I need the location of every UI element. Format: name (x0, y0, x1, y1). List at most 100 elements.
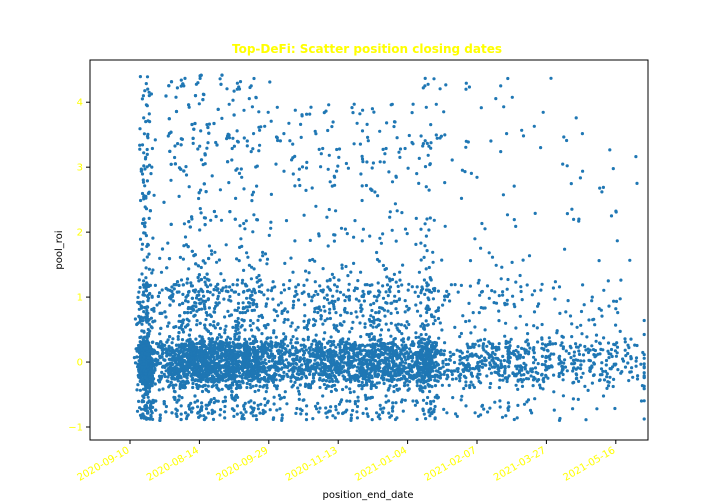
scatter-point (181, 328, 185, 332)
scatter-point (352, 261, 356, 265)
scatter-point (198, 207, 202, 211)
scatter-points (132, 73, 646, 422)
scatter-point (241, 278, 245, 282)
scatter-point (362, 372, 366, 376)
scatter-point (152, 371, 156, 375)
scatter-point (328, 316, 332, 321)
scatter-point (361, 314, 365, 318)
scatter-point (143, 205, 147, 209)
scatter-point (376, 348, 380, 352)
scatter-point (261, 369, 265, 373)
scatter-point (142, 369, 146, 373)
scatter-point (230, 396, 234, 400)
scatter-point (197, 102, 201, 106)
scatter-point (322, 337, 326, 341)
scatter-point (207, 122, 211, 126)
scatter-point (232, 290, 236, 294)
scatter-point (363, 283, 367, 287)
scatter-point (218, 77, 222, 81)
scatter-point (356, 355, 360, 359)
scatter-point (188, 225, 192, 229)
scatter-point (368, 234, 372, 238)
scatter-point (185, 277, 190, 281)
scatter-point (257, 388, 261, 392)
scatter-point (337, 402, 341, 406)
scatter-point (184, 173, 189, 177)
scatter-point (280, 413, 284, 417)
scatter-point (348, 399, 352, 403)
scatter-point (342, 370, 346, 374)
scatter-point (186, 245, 190, 249)
scatter-point (254, 414, 258, 418)
scatter-point (249, 359, 253, 363)
scatter-point (291, 172, 295, 176)
scatter-point (378, 403, 382, 407)
scatter-point (334, 379, 338, 383)
scatter-point (179, 167, 183, 171)
scatter-point (283, 307, 287, 311)
scatter-point (362, 383, 366, 387)
scatter-point (271, 297, 275, 301)
scatter-point (225, 352, 230, 356)
scatter-point (181, 292, 185, 296)
scatter-point (142, 329, 146, 333)
scatter-point (257, 273, 261, 278)
scatter-point (147, 383, 151, 388)
scatter-point (164, 315, 168, 319)
scatter-point (300, 114, 304, 118)
scatter-point (138, 369, 142, 373)
scatter-point (342, 308, 347, 312)
scatter-point (294, 289, 298, 293)
scatter-point (265, 262, 269, 266)
scatter-point (153, 349, 157, 353)
scatter-point (339, 226, 344, 230)
scatter-point (289, 338, 293, 342)
scatter-point (177, 331, 181, 335)
scatter-point (297, 389, 301, 393)
scatter-point (347, 282, 351, 286)
scatter-point (141, 178, 145, 182)
scatter-point (209, 249, 214, 253)
scatter-point (314, 333, 318, 337)
scatter-point (272, 308, 276, 312)
scatter-point (202, 294, 206, 298)
scatter-point (198, 321, 202, 325)
scatter-point (194, 305, 198, 309)
scatter-point (274, 135, 279, 139)
scatter-point (287, 121, 291, 125)
scatter-point (236, 306, 241, 310)
scatter-point (305, 112, 309, 116)
scatter-point (255, 374, 259, 378)
scatter-point (166, 134, 170, 138)
scatter-point (147, 94, 151, 98)
scatter-point (248, 301, 252, 305)
scatter-point (286, 374, 290, 379)
scatter-point (334, 345, 338, 349)
scatter-point (293, 380, 297, 384)
scatter-point (282, 132, 286, 136)
scatter-point (166, 324, 170, 328)
scatter-point (145, 255, 149, 259)
scatter-point (205, 351, 209, 355)
scatter-point (304, 418, 309, 422)
scatter-point (201, 259, 205, 263)
scatter-point (370, 308, 374, 313)
scatter-point (150, 375, 154, 379)
scatter-point (193, 290, 197, 294)
scatter-point (368, 351, 373, 355)
scatter-point (349, 355, 353, 359)
scatter-point (341, 337, 345, 341)
scatter-point (400, 343, 404, 347)
scatter-point (142, 116, 146, 120)
scatter-point (392, 272, 396, 276)
scatter-point (346, 166, 350, 170)
scatter-point (197, 191, 201, 195)
scatter-point (261, 408, 265, 412)
scatter-point (266, 288, 270, 292)
scatter-point (298, 366, 302, 371)
scatter-point (231, 325, 235, 329)
scatter-point (168, 369, 172, 373)
scatter-point (138, 75, 142, 79)
scatter-point (167, 346, 171, 350)
scatter-point (249, 399, 253, 403)
